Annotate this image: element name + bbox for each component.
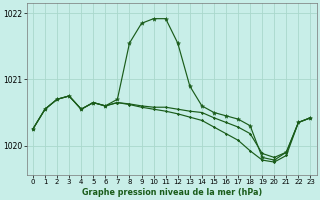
X-axis label: Graphe pression niveau de la mer (hPa): Graphe pression niveau de la mer (hPa) bbox=[82, 188, 262, 197]
